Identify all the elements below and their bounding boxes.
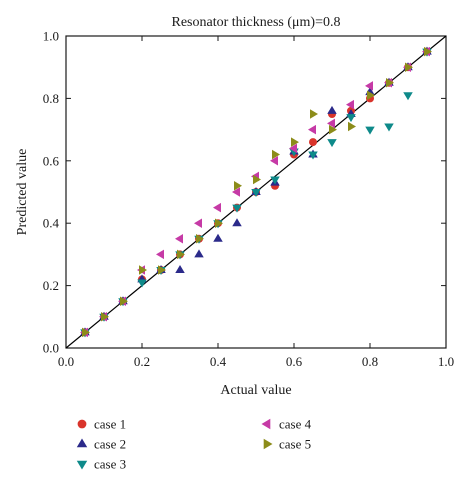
- legend-label: case 3: [94, 457, 126, 472]
- data-point: [196, 234, 204, 244]
- y-tick-label: 0.2: [43, 278, 59, 293]
- x-tick-label: 0.6: [286, 354, 303, 369]
- data-point: [289, 143, 297, 154]
- data-point: [215, 218, 223, 228]
- legend-item-5: case 5: [263, 437, 311, 452]
- data-point: [327, 105, 337, 114]
- legend-marker: [263, 438, 273, 450]
- y-tick-label: 0.6: [43, 153, 60, 168]
- data-point: [327, 118, 335, 129]
- legend-marker: [77, 419, 87, 429]
- data-point: [234, 181, 242, 191]
- legend-marker: [261, 418, 271, 430]
- data-point: [291, 137, 299, 147]
- data-point: [101, 312, 109, 322]
- data-point: [270, 176, 280, 185]
- data-point: [175, 265, 185, 273]
- x-axis-title: Actual value: [220, 383, 291, 398]
- data-point: [405, 62, 413, 72]
- data-point: [348, 121, 356, 132]
- chart-title: Resonator thickness (μm)=0.8: [172, 15, 341, 30]
- y-axis-title: Predicted value: [15, 149, 30, 236]
- x-tick-label: 1.0: [438, 354, 454, 369]
- data-point: [251, 189, 261, 197]
- data-point: [329, 124, 337, 135]
- y-tick-label: 0.4: [43, 216, 60, 231]
- data-point: [213, 202, 221, 213]
- data-point: [82, 327, 90, 338]
- data-point: [232, 204, 242, 213]
- y-tick-label: 0.8: [43, 91, 59, 106]
- data-point: [346, 114, 356, 123]
- legend-item-3: case 3: [76, 457, 126, 472]
- data-point: [253, 174, 261, 185]
- legend: case 1 case 2 case 3 case 4 case 5: [76, 417, 312, 472]
- data-point: [346, 99, 354, 110]
- data-point: [213, 233, 223, 242]
- data-point: [308, 151, 318, 160]
- legend-label: case 4: [279, 417, 312, 432]
- data-point: [139, 265, 147, 275]
- data-point: [327, 139, 337, 148]
- legend-label: case 5: [279, 437, 311, 452]
- data-point: [177, 249, 185, 260]
- data-point: [403, 92, 413, 101]
- data-point: [270, 156, 278, 166]
- plot-area: 0.0 0.2 0.4 0.6 0.8 1.0 0.0 0.2 0.4 0.6 0.8 1.0: [43, 29, 454, 370]
- data-point: [175, 234, 183, 244]
- x-tick-label: 0.4: [210, 354, 227, 369]
- data-point: [232, 218, 242, 227]
- legend-label: case 1: [94, 417, 126, 432]
- data-point: [386, 78, 394, 88]
- data-point: [424, 46, 432, 57]
- legend-item-4: case 4: [261, 417, 312, 432]
- data-point: [308, 124, 316, 135]
- data-point: [194, 218, 202, 228]
- y-tick-label: 0.0: [43, 341, 59, 356]
- data-point: [158, 265, 166, 275]
- x-tick-label: 0.0: [58, 354, 74, 369]
- plot-frame: [65, 35, 447, 349]
- legend-label: case 2: [94, 437, 126, 452]
- legend-marker: [76, 460, 88, 470]
- data-point: [272, 149, 280, 160]
- data-point: [384, 123, 394, 132]
- series-3: [80, 48, 432, 338]
- data-point: [120, 296, 128, 306]
- data-point: [365, 126, 375, 135]
- legend-item-2: case 2: [76, 437, 126, 452]
- x-tick-label: 0.8: [362, 354, 378, 369]
- data-point: [194, 249, 204, 258]
- series-5: [82, 46, 432, 338]
- legend-item-1: case 1: [77, 417, 126, 432]
- data-point: [156, 249, 164, 260]
- legend-marker: [76, 438, 88, 448]
- data-point: [367, 90, 375, 101]
- data-point: [310, 109, 318, 119]
- data-point: [365, 81, 373, 91]
- x-tick-label: 0.2: [134, 354, 150, 369]
- data-point: [232, 187, 240, 197]
- data-point: [137, 279, 147, 288]
- data-point: [309, 138, 317, 147]
- y-tick-label: 1.0: [43, 29, 59, 44]
